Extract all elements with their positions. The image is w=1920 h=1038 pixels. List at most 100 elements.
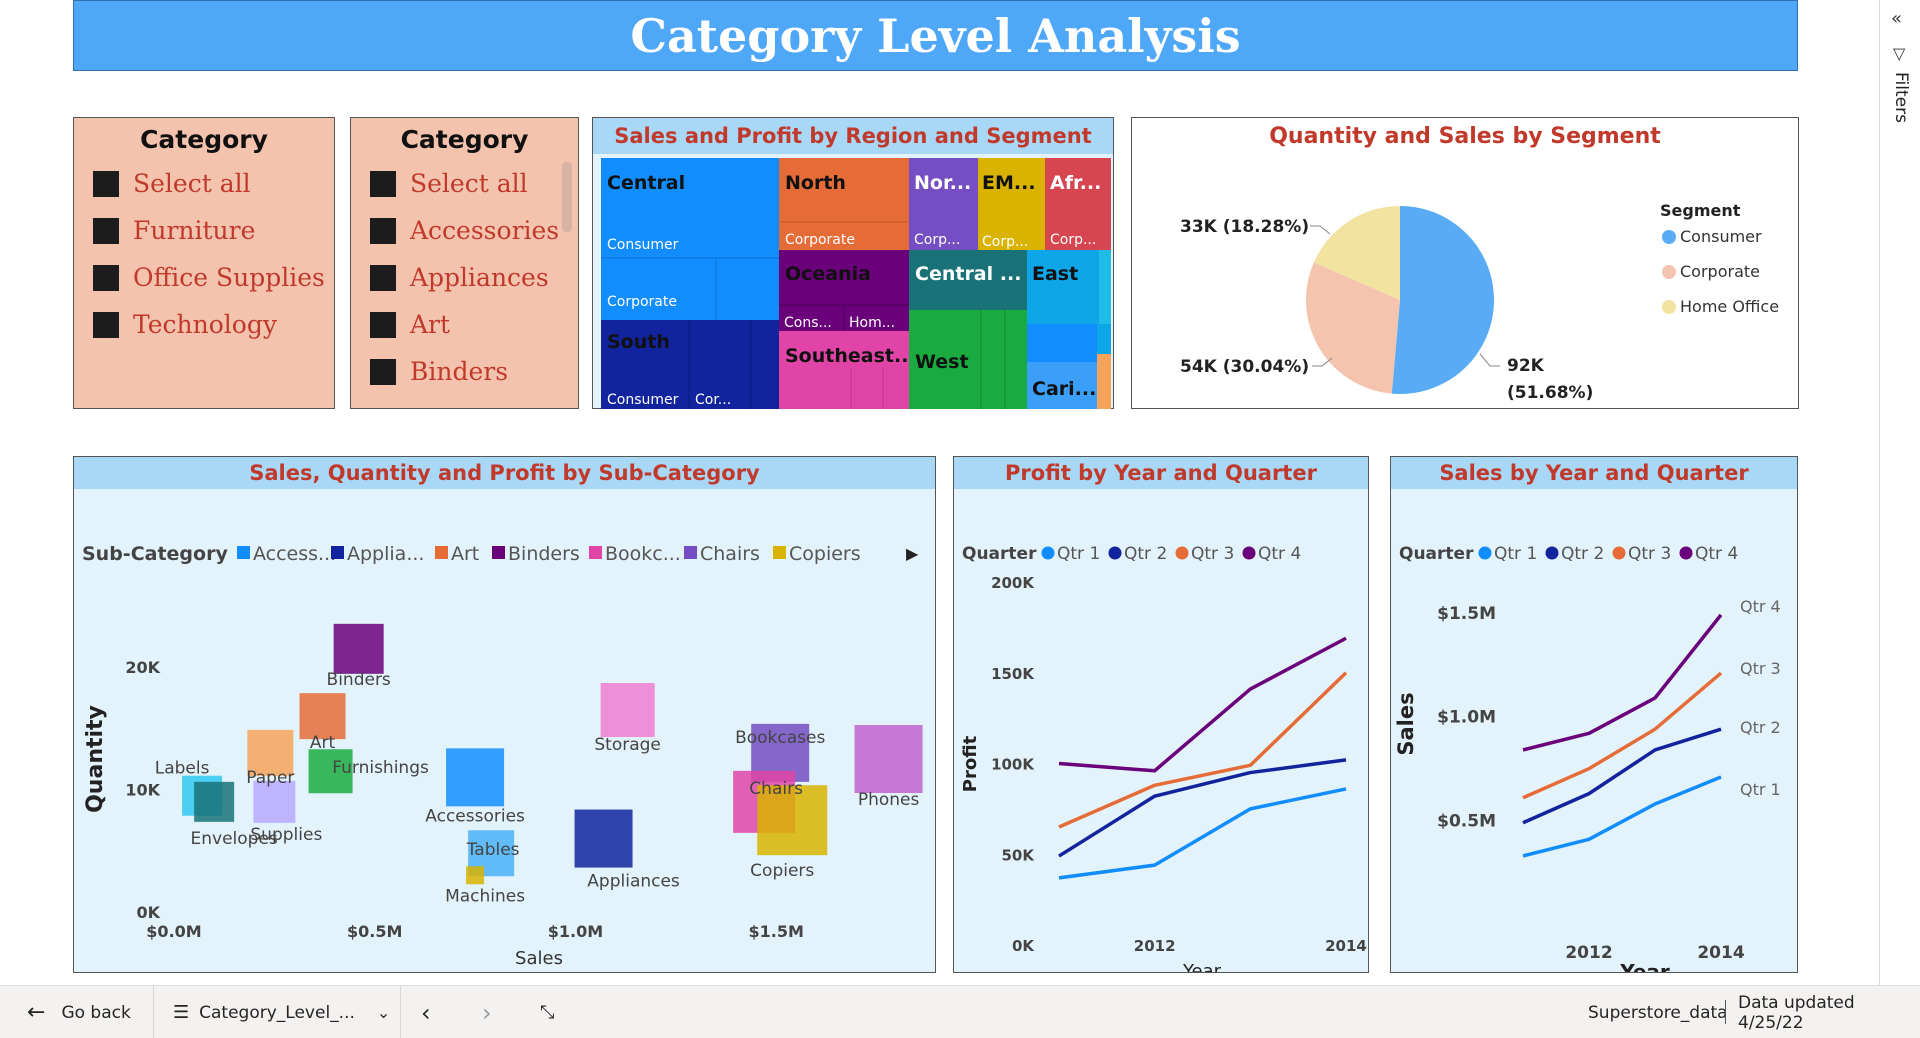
pie-data-label: (51.68%)	[1507, 383, 1593, 403]
scatter-point-storage[interactable]	[600, 683, 655, 738]
checkbox[interactable]	[93, 170, 119, 197]
legend-item[interactable]: Applia...	[347, 543, 424, 565]
slicer-item-label: Appliances	[410, 263, 549, 292]
slicer-item-technology[interactable]: Technology	[74, 301, 334, 348]
line-series-qtr-1[interactable]	[1058, 787, 1347, 880]
slicer-item-select-all[interactable]: Select all	[74, 160, 334, 207]
legend-item[interactable]: Qtr 3	[1191, 544, 1234, 564]
legend-next-icon[interactable]: ▶	[906, 544, 919, 563]
dataset-label: Superstore_data	[1588, 1002, 1728, 1023]
checkbox[interactable]	[370, 170, 396, 197]
pie-slice-corporate[interactable]	[1306, 262, 1400, 394]
legend-item[interactable]: Qtr 4	[1258, 544, 1301, 564]
previous-page-button[interactable]: ‹	[421, 986, 431, 1038]
line-series-qtr-3[interactable]	[1522, 671, 1723, 800]
scatter-point-accessories[interactable]	[446, 748, 505, 807]
legend-item[interactable]: Chairs	[700, 543, 760, 565]
next-page-button[interactable]: ›	[482, 986, 492, 1038]
scatter-point-binders[interactable]	[333, 623, 384, 674]
treemap-rect-west[interactable]	[909, 310, 1027, 409]
series-end-label: Qtr 3	[1740, 659, 1781, 678]
checkbox[interactable]	[370, 217, 396, 244]
line-series-qtr-2[interactable]	[1522, 727, 1722, 825]
legend-item[interactable]: Access...	[253, 543, 336, 565]
legend-item[interactable]: Copiers	[789, 543, 861, 565]
pie-slice-consumer[interactable]	[1391, 206, 1495, 395]
checkbox[interactable]	[93, 311, 119, 338]
legend-item[interactable]: Home Office	[1680, 297, 1779, 316]
legend-item[interactable]: Qtr 1	[1494, 544, 1537, 564]
line-series-qtr-3[interactable]	[1058, 671, 1348, 829]
legend-item[interactable]: Art	[451, 543, 479, 565]
slicer-item-appliances[interactable]: Appliances	[351, 254, 578, 301]
sales-panel: Sales by Year and Quarter Quarter Qtr 1 Qt…	[1390, 456, 1798, 973]
legend-item[interactable]: Qtr 1	[1057, 544, 1100, 564]
pie-data-label: 54K (30.04%)	[1180, 357, 1309, 377]
scatter-point-supplies[interactable]	[253, 780, 296, 823]
scatter-point-paper[interactable]	[247, 729, 294, 776]
legend-item[interactable]: Binders	[508, 543, 580, 565]
legend-item[interactable]: Qtr 4	[1695, 544, 1738, 564]
go-back-button[interactable]: ← Go back	[27, 986, 131, 1038]
scatter-point-copiers[interactable]	[757, 785, 828, 856]
slicer-item-binders[interactable]: Binders	[351, 348, 578, 395]
page-selector[interactable]: ☰ Category_Level_... ⌄	[173, 986, 390, 1038]
treemap-sublabel: Cons...	[784, 315, 832, 331]
legend-marker	[1662, 300, 1676, 314]
legend-item[interactable]: Qtr 3	[1628, 544, 1671, 564]
treemap-rect-southeast[interactable]	[779, 331, 909, 409]
slicer-item-accessories[interactable]: Accessories	[351, 207, 578, 254]
line-series-qtr-4[interactable]	[1058, 636, 1347, 773]
slicer-item-furniture[interactable]: Furniture	[74, 207, 334, 254]
treemap-rect-south[interactable]	[601, 320, 779, 409]
checkbox[interactable]	[370, 311, 396, 338]
pie-title: Quantity and Sales by Segment	[1269, 124, 1661, 149]
line-series-qtr-2[interactable]	[1058, 758, 1347, 858]
checkbox[interactable]	[93, 264, 119, 291]
scatter-point-appliances[interactable]	[574, 809, 633, 868]
chevron-down-icon: ⌄	[376, 1003, 391, 1022]
treemap-rect-east[interactable]	[1027, 250, 1111, 324]
line-series-qtr-4[interactable]	[1522, 613, 1723, 752]
treemap-rect-emea[interactable]	[978, 158, 1045, 250]
line-legend-title: Quarter	[1399, 544, 1474, 564]
slicer-item-office-supplies[interactable]: Office Supplies	[74, 254, 334, 301]
data-updated-label: Data updated 4/25/22	[1738, 992, 1855, 1033]
legend-item[interactable]: Qtr 2	[1561, 544, 1604, 564]
x-tick-label: 2014	[1325, 937, 1367, 955]
scatter-panel: Sales, Quantity and Profit by Sub-Catego…	[73, 456, 936, 973]
scatter-point-phones[interactable]	[854, 725, 923, 793]
legend-item[interactable]: Consumer	[1680, 227, 1762, 246]
treemap-rect-africa[interactable]	[1045, 158, 1111, 250]
scatter-point-label: Storage	[594, 735, 661, 755]
checkbox[interactable]	[370, 264, 396, 291]
line-series-qtr-1[interactable]	[1522, 775, 1722, 858]
treemap-rect-central[interactable]	[601, 158, 779, 320]
slicer-scrollbar[interactable]	[562, 162, 572, 232]
scatter-point-envelopes[interactable]	[194, 781, 235, 822]
legend-item[interactable]: Corporate	[1680, 262, 1760, 281]
scatter-point-art[interactable]	[299, 693, 346, 740]
treemap-rect-north[interactable]	[779, 158, 909, 250]
treemap-rect-north-asia[interactable]	[909, 158, 978, 250]
legend-marker	[435, 546, 448, 559]
checkbox[interactable]	[93, 217, 119, 244]
treemap-rect-central-asia[interactable]	[909, 250, 1027, 310]
filters-pane[interactable]: « ▽ Filters	[1879, 0, 1920, 985]
legend-item[interactable]: Qtr 2	[1124, 544, 1167, 564]
slicer-item-art[interactable]: Art	[351, 301, 578, 348]
series-end-label: Qtr 2	[1740, 718, 1781, 737]
pie-slice-home-office[interactable]	[1313, 206, 1400, 300]
scatter-chart: Sub-Category Access... Applia... Art Binders…	[82, 543, 923, 969]
scatter-point-machines[interactable]	[466, 866, 485, 885]
scatter-point-furnishings[interactable]	[308, 749, 353, 794]
collapse-icon[interactable]: «	[1891, 8, 1903, 29]
legend-item[interactable]: Bookc...	[605, 543, 681, 565]
treemap-sublabel: Corporate	[607, 294, 677, 310]
checkbox[interactable]	[370, 358, 396, 385]
scatter-point-label: Machines	[445, 886, 525, 906]
pie-data-label: 92K	[1507, 356, 1545, 376]
slicer-item-select-all[interactable]: Select all	[351, 160, 578, 207]
treemap-label: Nor...	[914, 172, 971, 194]
fit-to-page-button[interactable]: ⤡	[540, 986, 554, 1038]
